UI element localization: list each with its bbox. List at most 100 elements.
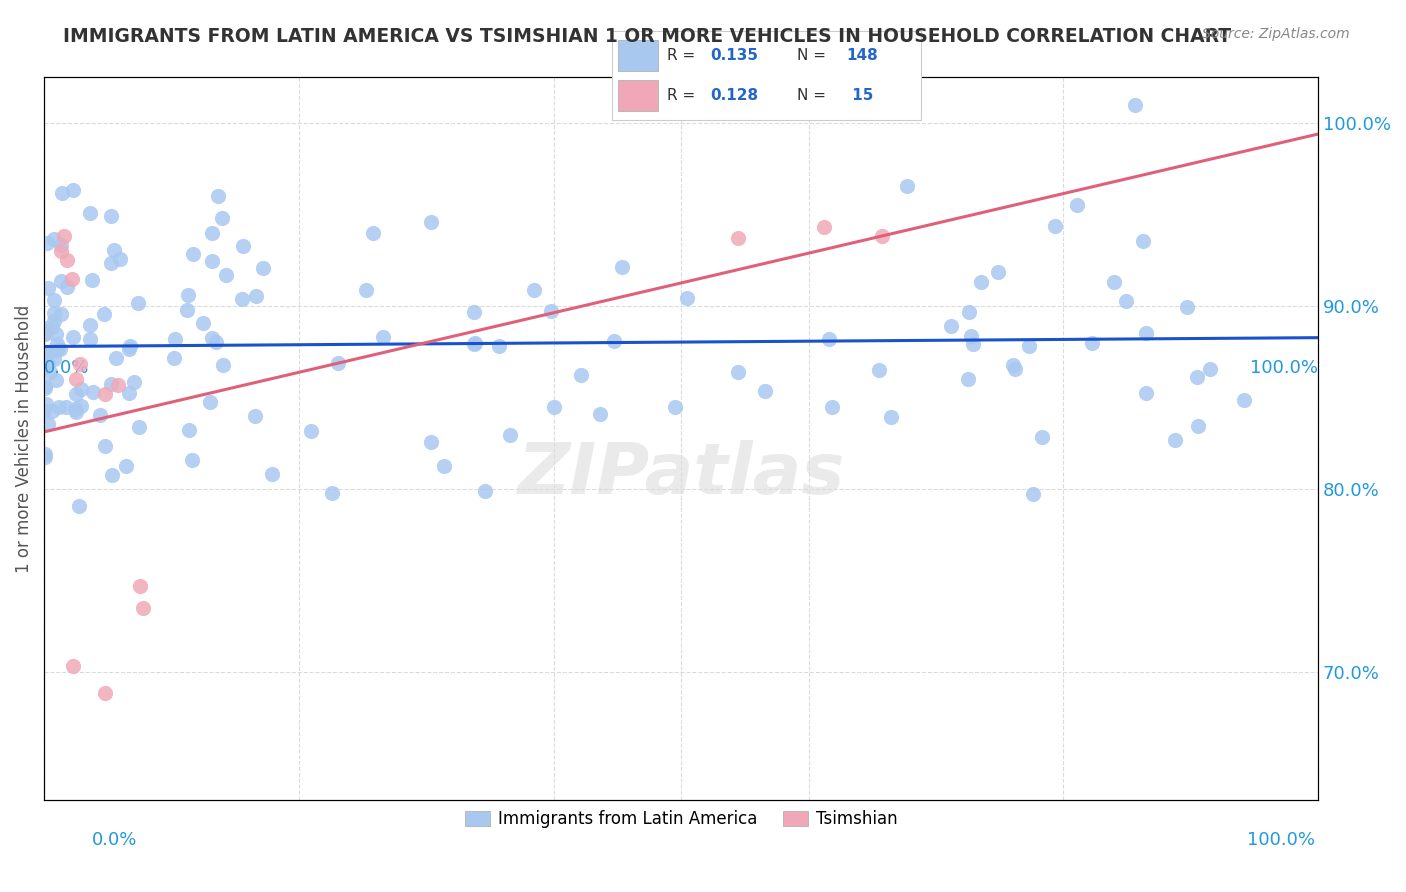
Point bbox=[127, 296, 149, 310]
Point bbox=[1022, 487, 1045, 501]
Point bbox=[1004, 361, 1026, 376]
Point bbox=[53, 229, 76, 244]
Text: R =: R = bbox=[668, 88, 700, 103]
Point bbox=[207, 189, 229, 203]
Point bbox=[201, 227, 224, 241]
Point bbox=[163, 351, 186, 366]
Point bbox=[569, 368, 592, 382]
Point bbox=[65, 372, 87, 386]
Point bbox=[488, 339, 510, 353]
Point bbox=[326, 356, 349, 370]
Point bbox=[80, 273, 103, 287]
FancyBboxPatch shape bbox=[617, 40, 658, 71]
Point bbox=[51, 186, 73, 201]
Point bbox=[1031, 429, 1053, 443]
Point bbox=[32, 326, 55, 341]
Point bbox=[118, 342, 141, 356]
Point bbox=[181, 452, 204, 467]
Point bbox=[821, 400, 844, 414]
Point bbox=[1002, 359, 1025, 373]
Point bbox=[45, 327, 67, 342]
Point bbox=[45, 343, 67, 357]
Point bbox=[962, 336, 984, 351]
Point bbox=[79, 332, 101, 346]
Point bbox=[49, 307, 72, 321]
Point bbox=[67, 499, 90, 513]
Point bbox=[1199, 361, 1222, 376]
Text: N =: N = bbox=[797, 48, 831, 62]
Point bbox=[813, 220, 835, 235]
Point bbox=[128, 579, 150, 593]
Point bbox=[676, 291, 699, 305]
FancyBboxPatch shape bbox=[617, 80, 658, 112]
Point bbox=[1185, 370, 1208, 384]
Legend: Immigrants from Latin America, Tsimshian: Immigrants from Latin America, Tsimshian bbox=[458, 803, 904, 835]
Point bbox=[371, 330, 394, 344]
Point bbox=[115, 458, 138, 473]
Point bbox=[754, 384, 776, 398]
Point bbox=[872, 229, 894, 244]
Point bbox=[205, 334, 228, 349]
Text: 0.0%: 0.0% bbox=[44, 359, 90, 377]
Point bbox=[1187, 418, 1209, 433]
Point bbox=[62, 659, 84, 673]
Point bbox=[211, 211, 233, 226]
Point bbox=[939, 318, 962, 333]
Point bbox=[727, 365, 749, 379]
Point bbox=[32, 326, 55, 341]
Point bbox=[868, 363, 890, 377]
Text: Source: ZipAtlas.com: Source: ZipAtlas.com bbox=[1202, 27, 1350, 41]
Point bbox=[46, 336, 69, 351]
Point bbox=[69, 382, 91, 396]
Point bbox=[321, 486, 343, 500]
Point bbox=[62, 330, 84, 344]
Point bbox=[231, 292, 253, 306]
Point bbox=[35, 359, 58, 374]
Point bbox=[118, 385, 141, 400]
Point bbox=[51, 274, 73, 288]
Point bbox=[299, 424, 322, 438]
Point bbox=[957, 305, 980, 319]
Point bbox=[65, 405, 87, 419]
Point bbox=[49, 244, 72, 259]
Point bbox=[48, 401, 70, 415]
Point bbox=[1123, 98, 1146, 112]
Point bbox=[1081, 335, 1104, 350]
Point bbox=[1164, 433, 1187, 447]
Point bbox=[163, 332, 186, 346]
Point bbox=[37, 321, 59, 335]
Point bbox=[39, 365, 62, 379]
Point bbox=[55, 400, 77, 414]
Point bbox=[987, 264, 1010, 278]
Point bbox=[957, 372, 980, 386]
Point bbox=[474, 484, 496, 499]
Point bbox=[1175, 300, 1198, 314]
Point bbox=[970, 276, 993, 290]
Point bbox=[1132, 235, 1154, 249]
Point bbox=[124, 375, 146, 389]
Point bbox=[177, 288, 200, 302]
Point bbox=[48, 342, 70, 356]
Point bbox=[1066, 197, 1088, 211]
Point bbox=[34, 447, 56, 461]
Y-axis label: 1 or more Vehicles in Household: 1 or more Vehicles in Household bbox=[15, 304, 32, 573]
Text: ZIPatlas: ZIPatlas bbox=[517, 440, 845, 509]
Point bbox=[94, 386, 117, 401]
Point bbox=[65, 387, 87, 401]
Point bbox=[79, 206, 101, 220]
Point bbox=[44, 232, 66, 246]
Point bbox=[464, 335, 486, 350]
Point bbox=[34, 378, 56, 392]
Point bbox=[818, 332, 841, 346]
Point bbox=[37, 417, 59, 432]
Point bbox=[89, 409, 111, 423]
Point bbox=[70, 399, 93, 413]
Point bbox=[104, 351, 127, 365]
Text: 0.135: 0.135 bbox=[710, 48, 759, 62]
Point bbox=[44, 351, 66, 366]
Point bbox=[42, 306, 65, 320]
Point bbox=[356, 284, 378, 298]
Point bbox=[243, 409, 266, 424]
Point bbox=[34, 450, 56, 464]
Point bbox=[37, 281, 59, 295]
